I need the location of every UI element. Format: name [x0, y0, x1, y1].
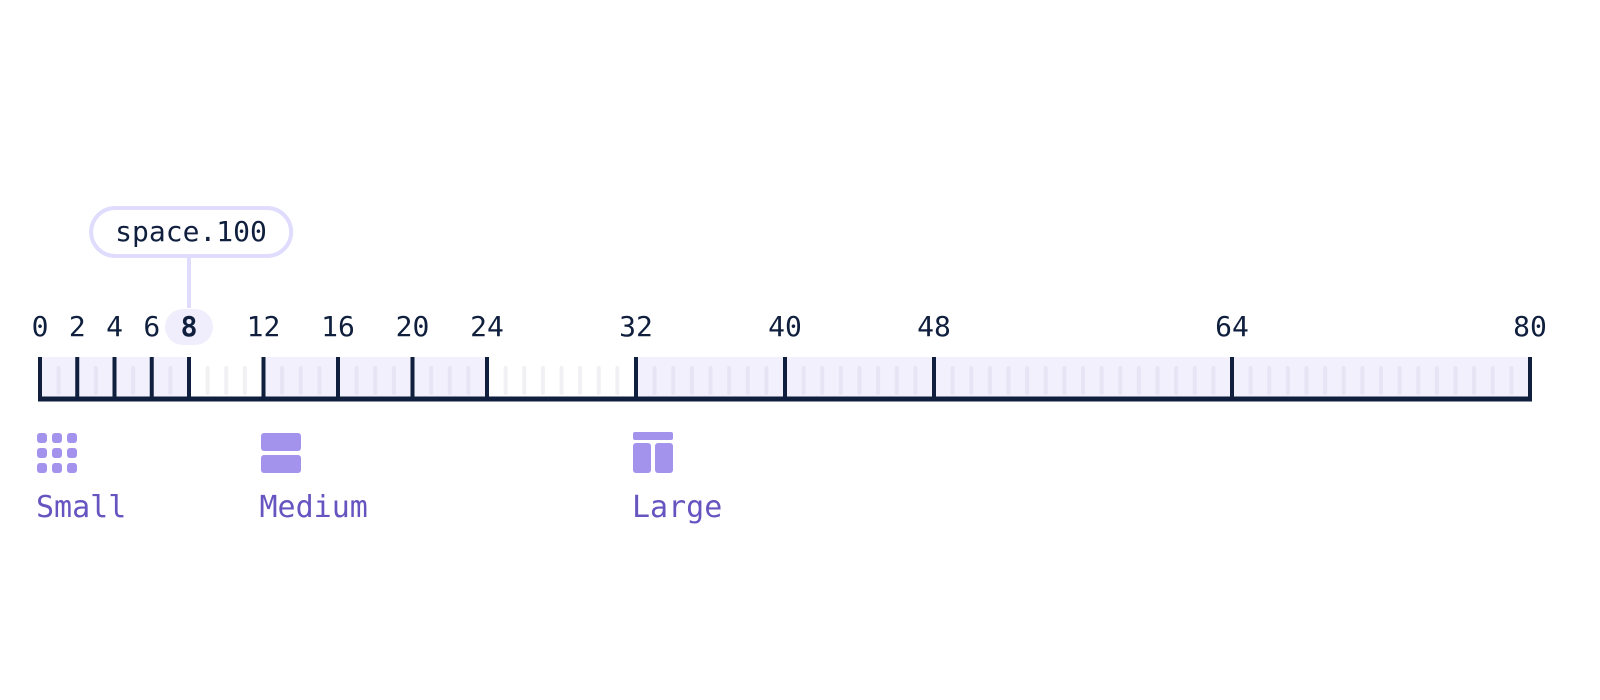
tick-label: 12	[246, 310, 281, 343]
category-small: Small	[36, 432, 126, 526]
category-large: Large	[632, 432, 722, 526]
tick-label: 24	[470, 310, 504, 343]
category-label: Large	[632, 490, 723, 525]
tick-label: 80	[1513, 310, 1547, 343]
category-medium: Medium	[260, 432, 368, 526]
tick-label: 32	[619, 310, 653, 343]
stacked-rows-icon	[260, 433, 301, 473]
tick-label: 4	[106, 310, 123, 343]
token-connector	[187, 258, 191, 308]
tick-label: 48	[917, 310, 951, 343]
tick-label-selected: 8	[165, 309, 213, 345]
layout-sidebar-icon	[633, 432, 673, 473]
tick-label: 6	[143, 310, 161, 343]
selected-token-pill: space.100	[89, 206, 293, 258]
tick-label: 64	[1215, 310, 1249, 343]
tick-label: 2	[68, 310, 86, 343]
category-label: Medium	[259, 490, 368, 525]
tick-label: 0	[31, 310, 49, 343]
tick-label: 16	[321, 310, 355, 343]
dot-grid-icon	[37, 433, 77, 473]
tick-label: 20	[395, 310, 430, 343]
tick-label: 40	[768, 310, 802, 343]
category-label: Small	[36, 490, 127, 525]
